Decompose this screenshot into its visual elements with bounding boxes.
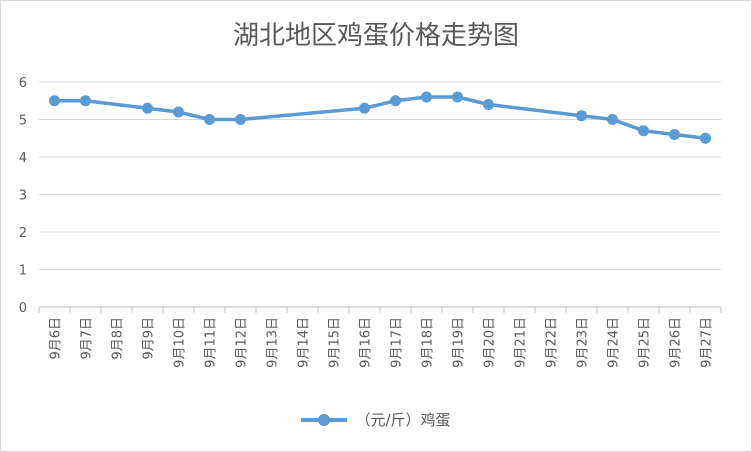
data-point [80,95,91,107]
data-point [204,114,215,125]
x-tick-label: 9月15日 [328,317,343,368]
y-tick-label: 2 [19,226,27,241]
data-point [142,102,153,114]
data-point [607,114,618,125]
x-tick-label: 9月7日 [80,317,95,360]
x-tick-label: 9月16日 [359,317,374,368]
x-tick-label: 9月14日 [297,317,312,368]
x-tick-label: 9月19日 [452,317,467,368]
series-line [52,95,708,140]
x-tick-label: 9月13日 [266,317,281,368]
x-tick-label: 9月17日 [390,317,405,368]
x-tick-label: 9月10日 [173,317,188,368]
x-tick-label: 9月24日 [607,317,622,368]
x-tick-label: 9月9日 [142,317,157,360]
data-point [49,95,60,107]
legend: （元/斤）鸡蛋 [1,409,751,430]
x-tick-label: 9月21日 [514,317,529,368]
legend-swatch [301,413,348,426]
x-tick-label: 9月23日 [576,317,591,368]
x-tick-label: 9月6日 [49,317,64,360]
x-tick-label: 9月8日 [111,317,126,360]
y-tick-label: 3 [19,189,27,204]
series-layer [49,91,711,144]
data-point [173,106,184,118]
axes [38,306,722,313]
x-tick-labels: 9月6日 9月7日 9月8日 9月9日 9月10日 9月11日 9月12日 9月13日 9月14… [49,317,715,368]
data-point [235,114,246,125]
data-point [483,99,494,110]
data-point [576,110,587,122]
x-tick-label: 9月11日 [204,317,219,368]
gridlines [39,81,721,270]
x-tick-label: 9月18日 [421,317,436,368]
x-tick-label: 9月22日 [545,317,560,368]
data-point [359,102,370,114]
data-point [421,91,432,103]
data-point [669,129,680,140]
x-tick-label: 9月26日 [669,317,684,368]
x-tick-label: 9月27日 [700,317,715,368]
x-tick-label: 9月20日 [483,317,498,368]
x-tick-label: 9月12日 [235,317,250,368]
y-tick-label: 1 [19,264,27,279]
legend-label: （元/斤）鸡蛋 [355,411,451,429]
x-tick-label: 9月25日 [638,317,653,368]
y-tick-labels: 0 1 2 3 4 5 6 [19,76,27,316]
y-tick-label: 6 [19,76,27,91]
data-point [390,95,401,107]
y-tick-label: 5 [19,114,27,129]
chart-title: 湖北地区鸡蛋价格走势图 [232,21,519,51]
y-tick-label: 4 [19,151,27,166]
data-point [700,132,711,144]
data-point [638,125,649,137]
y-tick-label: 0 [19,301,27,316]
data-point [452,91,463,103]
